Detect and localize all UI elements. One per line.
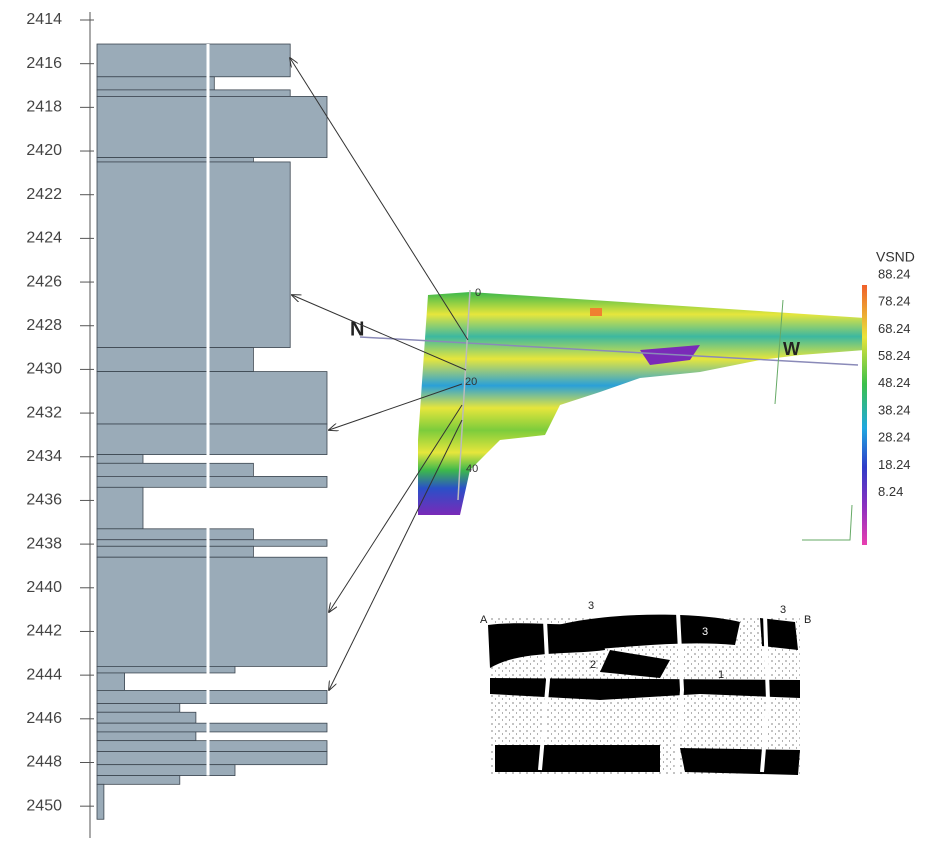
bar [97, 765, 235, 776]
colorbar [862, 285, 867, 545]
page: 2414 2416 2418 2420 2422 2424 2426 2428 2430 2432… [0, 0, 950, 847]
sketch-label: 3 [702, 626, 708, 638]
n-label: N [350, 318, 364, 340]
bar [97, 741, 327, 752]
sketch-label: 3 [588, 600, 594, 612]
sketch-label: 3 [780, 604, 786, 616]
arrow [290, 58, 468, 340]
sketch: A B 3 3 3 2 1 [480, 600, 811, 775]
bar [97, 424, 327, 455]
bar [97, 690, 327, 703]
depth-log: 2414 2416 2418 2420 2422 2424 2426 2428 2430 2432… [26, 11, 327, 838]
colorbar-title: VSND [876, 249, 915, 265]
y-tick-label: 2450 [26, 797, 62, 814]
sketch-shale [495, 745, 660, 772]
y-tick-label: 2420 [26, 142, 62, 159]
bar [97, 673, 125, 690]
sketch-label: 2 [590, 659, 596, 671]
colorbar-tick-label: 58.24 [878, 348, 911, 363]
colorbar-tick-label: 68.24 [878, 321, 911, 336]
bar [97, 776, 180, 785]
colorbar-tick-label: 28.24 [878, 430, 911, 445]
volume-body [418, 292, 865, 515]
y-tick-label: 2418 [26, 99, 62, 116]
y-tick-label: 2432 [26, 404, 62, 421]
volume: N W 0 20 40 [350, 287, 865, 540]
bar [97, 487, 143, 528]
colorbar-tick-label: 88.24 [878, 266, 911, 281]
w-label: W [783, 339, 800, 359]
bar [97, 455, 143, 464]
y-tick-label: 2436 [26, 492, 62, 509]
arrow [329, 420, 462, 690]
y-tick-label: 2428 [26, 317, 62, 334]
y-tick-label: 2438 [26, 535, 62, 552]
axis-corner [802, 505, 852, 540]
depth-tick: 40 [466, 463, 478, 475]
depth-tick: 20 [465, 376, 477, 388]
bar [97, 666, 235, 673]
bar [97, 348, 253, 372]
bar [97, 90, 290, 97]
y-tick-label: 2446 [26, 710, 62, 727]
sketch-label: B [804, 614, 811, 626]
y-tick-label: 2424 [26, 230, 62, 247]
figure: 2414 2416 2418 2420 2422 2424 2426 2428 2430 2432… [0, 0, 950, 842]
colorbar-tick-label: 48.24 [878, 375, 911, 390]
bar [97, 704, 180, 713]
bar [97, 44, 290, 77]
bar [97, 557, 327, 666]
y-tick-label: 2444 [26, 666, 62, 683]
bar [97, 784, 104, 819]
y-tick-label: 2414 [26, 11, 62, 28]
y-tick-label: 2440 [26, 579, 62, 596]
y-tick-label: 2430 [26, 361, 62, 378]
colorbar-ticks: 88.24 78.24 68.24 58.24 48.24 38.24 28.24 18.24… [878, 266, 911, 499]
y-tick-label: 2416 [26, 55, 62, 72]
bar [97, 77, 214, 90]
bar [97, 546, 253, 557]
sketch-label: 1 [718, 669, 724, 681]
bar [97, 158, 253, 162]
bar [97, 463, 253, 476]
bar [97, 752, 327, 765]
y-tick-label: 2442 [26, 623, 62, 640]
depth-tick: 0 [475, 287, 481, 299]
bar [97, 96, 327, 157]
hot-spot [590, 308, 602, 316]
sketch-shale [680, 748, 800, 775]
bar [97, 529, 253, 540]
bar [97, 712, 196, 723]
bar [97, 723, 327, 732]
bar [97, 732, 196, 741]
y-tick-label: 2426 [26, 273, 62, 290]
colorbar-tick-label: 78.24 [878, 294, 911, 309]
bar [97, 540, 327, 547]
y-tick-label: 2422 [26, 186, 62, 203]
colorbar-tick-label: 8.24 [878, 484, 903, 499]
sketch-label: A [480, 614, 488, 626]
bar [97, 476, 327, 487]
colorbar-tick-label: 18.24 [878, 457, 911, 472]
y-tick-label: 2434 [26, 448, 62, 465]
y-tick-label: 2448 [26, 754, 62, 771]
colorbar-tick-label: 38.24 [878, 402, 911, 417]
bar [97, 372, 327, 424]
bar [97, 162, 290, 348]
